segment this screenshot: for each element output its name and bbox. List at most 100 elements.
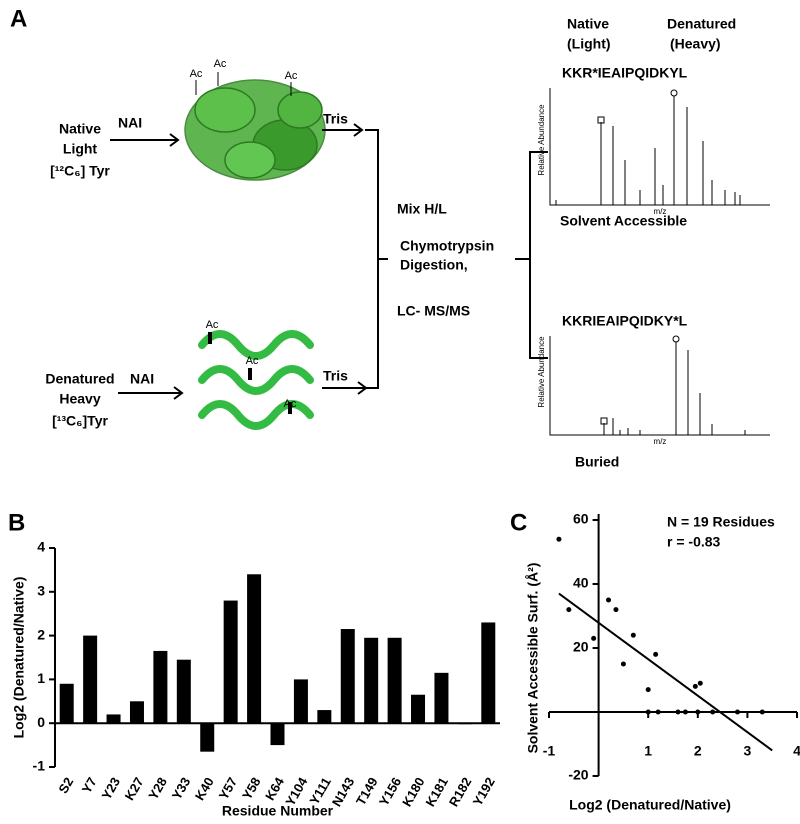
bar (83, 635, 98, 724)
x-tick-label: K40 (192, 775, 217, 803)
quench: Tris (323, 368, 348, 384)
y-axis-label: Solvent Accessible Surf. (Å²) (525, 563, 541, 754)
bar (247, 574, 262, 724)
x-tick-label: Y33 (169, 775, 194, 803)
x-tick-label: 3 (744, 743, 752, 759)
header: Native (567, 16, 609, 32)
y-tick-label: 40 (573, 575, 589, 591)
label: Light (63, 141, 98, 157)
ac-line (208, 332, 292, 414)
spectrum-axis (549, 336, 770, 436)
x-tick-label: Y7 (79, 775, 100, 796)
point (695, 709, 701, 715)
peak-marker (600, 417, 608, 425)
bar (317, 710, 332, 724)
y-tick-label: 0 (37, 714, 45, 730)
quench: Tris (323, 111, 348, 127)
axis-label: Relative Abundance (537, 104, 546, 176)
x-tick-label: Y23 (99, 775, 124, 803)
point (655, 709, 661, 715)
bar (176, 659, 191, 724)
bar (223, 600, 238, 724)
x-tick-label: Y28 (145, 775, 170, 803)
point (556, 536, 562, 542)
point (759, 709, 765, 715)
point (645, 709, 651, 715)
bar (481, 622, 496, 724)
annotation: r = -0.83 (667, 534, 721, 550)
peptide: KKR*IEAIPQIDKYL (562, 65, 688, 81)
label: [¹²C₆] Tyr (50, 163, 110, 179)
step: Mix H/L (397, 201, 447, 217)
x-tick-label: Y58 (239, 775, 264, 803)
arrow (118, 386, 184, 400)
x-tick-label: K181 (422, 775, 451, 809)
point (734, 709, 740, 715)
point (710, 709, 716, 715)
y-axis-label: Log2 (Denatured/Native) (11, 577, 27, 739)
bar (59, 683, 74, 724)
arrow (110, 133, 180, 147)
bar (387, 637, 402, 724)
arrow (322, 123, 364, 137)
header: Denatured (667, 16, 736, 32)
x-tick-label: -1 (543, 743, 556, 759)
bar (270, 723, 285, 746)
ac-line (195, 72, 292, 96)
bar (340, 629, 355, 724)
point (682, 709, 688, 715)
x-tick-label: K180 (399, 775, 428, 809)
y-tick-label: 1 (37, 670, 45, 686)
bar (153, 650, 168, 724)
bracket (515, 151, 548, 359)
point (692, 683, 698, 689)
label: Native (59, 121, 101, 137)
point (566, 607, 572, 613)
x-axis-label: Residue Number (222, 803, 334, 819)
panel-letter: A (10, 5, 27, 32)
arrow (322, 381, 368, 395)
y-tick-label: 4 (37, 539, 45, 555)
x-tick-label: 2 (694, 743, 702, 759)
x-tick-label: R182 (446, 775, 475, 809)
label: Denatured (45, 371, 114, 387)
ac-label: Ac (284, 398, 297, 410)
peak-marker (672, 335, 680, 343)
header: (Heavy) (670, 36, 721, 52)
spectrum-peaks (603, 342, 746, 435)
point (697, 680, 703, 686)
annotation: N = 19 Residues (667, 514, 775, 530)
x-tick-label: Y192 (470, 775, 498, 809)
point (630, 632, 636, 638)
point (613, 607, 619, 613)
axis-label: Relative Abundance (537, 336, 546, 408)
peak-marker (597, 116, 605, 124)
header: (Light) (567, 36, 611, 52)
point (620, 661, 626, 667)
ac-label: Ac (206, 319, 219, 331)
x-tick-label: Y156 (376, 775, 404, 809)
spectrum-peaks (555, 96, 741, 205)
bracket (365, 129, 388, 389)
x-tick-label: K27 (122, 775, 147, 803)
protein-structure (184, 79, 326, 181)
y-tick-label: 3 (37, 583, 45, 599)
y-tick-label: -1 (33, 758, 46, 774)
peak-marker (670, 89, 678, 97)
peptide: KKRIEAIPQIDKY*L (562, 313, 688, 329)
x-tick-label: Y57 (216, 775, 241, 803)
axis-label: m/z (654, 437, 667, 446)
bar (106, 714, 121, 724)
y-tick-label: -20 (568, 767, 588, 783)
label: [¹³C₆]Tyr (52, 413, 108, 429)
step: LC- MS/MS (397, 303, 470, 319)
point (645, 687, 651, 693)
x-axis-label: Log2 (Denatured/Native) (569, 797, 731, 813)
x-tick-label: T149 (353, 775, 381, 808)
reagent: NAI (130, 371, 154, 387)
ac-label: Ac (214, 58, 227, 70)
fit-line (558, 592, 773, 752)
point (653, 651, 659, 657)
